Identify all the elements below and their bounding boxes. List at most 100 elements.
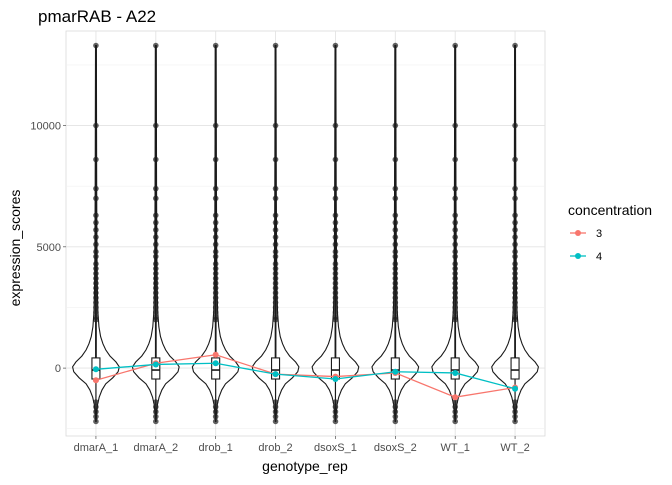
- series-point-4: [152, 361, 159, 368]
- outlier-point: [452, 265, 458, 272]
- outlier-point: [212, 253, 219, 260]
- outlier-point: [512, 270, 518, 277]
- outlier-point: [93, 212, 99, 219]
- outlier-point: [153, 212, 159, 219]
- outlier-point: [272, 299, 279, 306]
- legend-title: concentration: [568, 202, 652, 218]
- outlier-point: [512, 316, 518, 323]
- series-line-3: [95, 354, 516, 398]
- outlier-point: [153, 195, 159, 202]
- outlier-point: [153, 413, 159, 420]
- outlier-point: [512, 290, 518, 296]
- outlier-point: [512, 408, 518, 415]
- outlier-point: [93, 299, 99, 306]
- outlier-point: [272, 418, 279, 425]
- outlier-point: [392, 290, 399, 296]
- series-point-4: [212, 360, 219, 367]
- boxplot-box: [271, 357, 281, 380]
- outlier-point: [392, 408, 399, 415]
- outlier-point: [392, 234, 399, 240]
- x-tick-label: dsoxS_1: [314, 442, 357, 454]
- outlier-point: [332, 316, 339, 323]
- x-tick-label: dsoxS_2: [374, 442, 417, 454]
- outlier-point: [272, 248, 279, 255]
- boxplot-box: [510, 357, 520, 380]
- outlier-point: [153, 270, 159, 277]
- outlier-point: [452, 285, 458, 291]
- series-point-4: [452, 369, 459, 376]
- outlier-point: [332, 290, 339, 296]
- outlier-point: [452, 299, 458, 306]
- outlier-point: [272, 219, 279, 226]
- outlier-point: [332, 261, 339, 267]
- outlier-point: [272, 42, 279, 49]
- outlier-point: [512, 122, 518, 129]
- outlier-point: [212, 248, 219, 255]
- outlier-point: [332, 42, 339, 49]
- violin-group: [371, 42, 420, 425]
- outlier-point: [272, 227, 279, 233]
- outlier-point: [212, 42, 219, 49]
- outlier-point: [212, 261, 219, 267]
- outlier-point: [392, 265, 399, 272]
- outlier-point: [332, 309, 339, 316]
- outlier-point: [392, 195, 399, 202]
- outlier-point: [392, 316, 399, 323]
- outlier-point: [272, 195, 279, 202]
- outlier-point: [93, 275, 99, 282]
- x-tick-label: WT_1: [441, 442, 470, 454]
- outlier-point: [452, 399, 458, 405]
- outlier-point: [153, 42, 159, 49]
- outlier-point: [93, 404, 99, 410]
- boxplot-box: [390, 357, 400, 380]
- outlier-point: [452, 275, 458, 282]
- outlier-point: [392, 294, 399, 301]
- outlier-point: [212, 304, 219, 311]
- y-tick-label: 0: [55, 363, 61, 375]
- outlier-point: [392, 404, 399, 410]
- outlier-point: [512, 156, 518, 163]
- outlier-point: [512, 275, 518, 282]
- outlier-point: [272, 408, 279, 415]
- outlier-point: [392, 275, 399, 282]
- series-point-4: [272, 371, 279, 378]
- legend-label: 4: [596, 251, 602, 263]
- x-tick-label: drob_1: [199, 442, 233, 454]
- outlier-point: [512, 413, 518, 420]
- outlier-point: [153, 399, 159, 405]
- outlier-point: [212, 219, 219, 226]
- outlier-point: [153, 309, 159, 316]
- outlier-point: [93, 413, 99, 420]
- outlier-point: [272, 309, 279, 316]
- outlier-point: [212, 413, 219, 420]
- legend-label: 3: [596, 228, 602, 240]
- outlier-point: [93, 227, 99, 233]
- boxplot-box: [151, 357, 161, 380]
- outlier-point: [392, 299, 399, 306]
- outlier-point: [93, 316, 99, 323]
- outlier-point: [512, 212, 518, 219]
- outlier-point: [512, 227, 518, 233]
- outlier-point: [332, 248, 339, 255]
- outlier-point: [392, 413, 399, 420]
- violin-group: [491, 42, 540, 425]
- outlier-point: [212, 212, 219, 219]
- outlier-point: [93, 399, 99, 405]
- outlier-point: [452, 404, 458, 410]
- outlier-point: [153, 294, 159, 301]
- outlier-point: [512, 219, 518, 226]
- outlier-point: [272, 261, 279, 267]
- outlier-point: [93, 185, 99, 192]
- outlier-point: [332, 156, 339, 163]
- outlier-point: [153, 261, 159, 267]
- outlier-point: [452, 253, 458, 260]
- plot-panel: 0 5000 10000 dmarA_1 dmarA_2 drob_1 drob_2 dsox…: [30, 30, 546, 454]
- outlier-point: [392, 219, 399, 226]
- legend-key-point: [575, 253, 581, 259]
- outlier-point: [212, 408, 219, 415]
- outlier-point: [452, 290, 458, 296]
- outlier-point: [452, 316, 458, 323]
- outlier-point: [272, 280, 279, 287]
- outlier-point: [452, 248, 458, 255]
- series-point-4: [392, 368, 399, 375]
